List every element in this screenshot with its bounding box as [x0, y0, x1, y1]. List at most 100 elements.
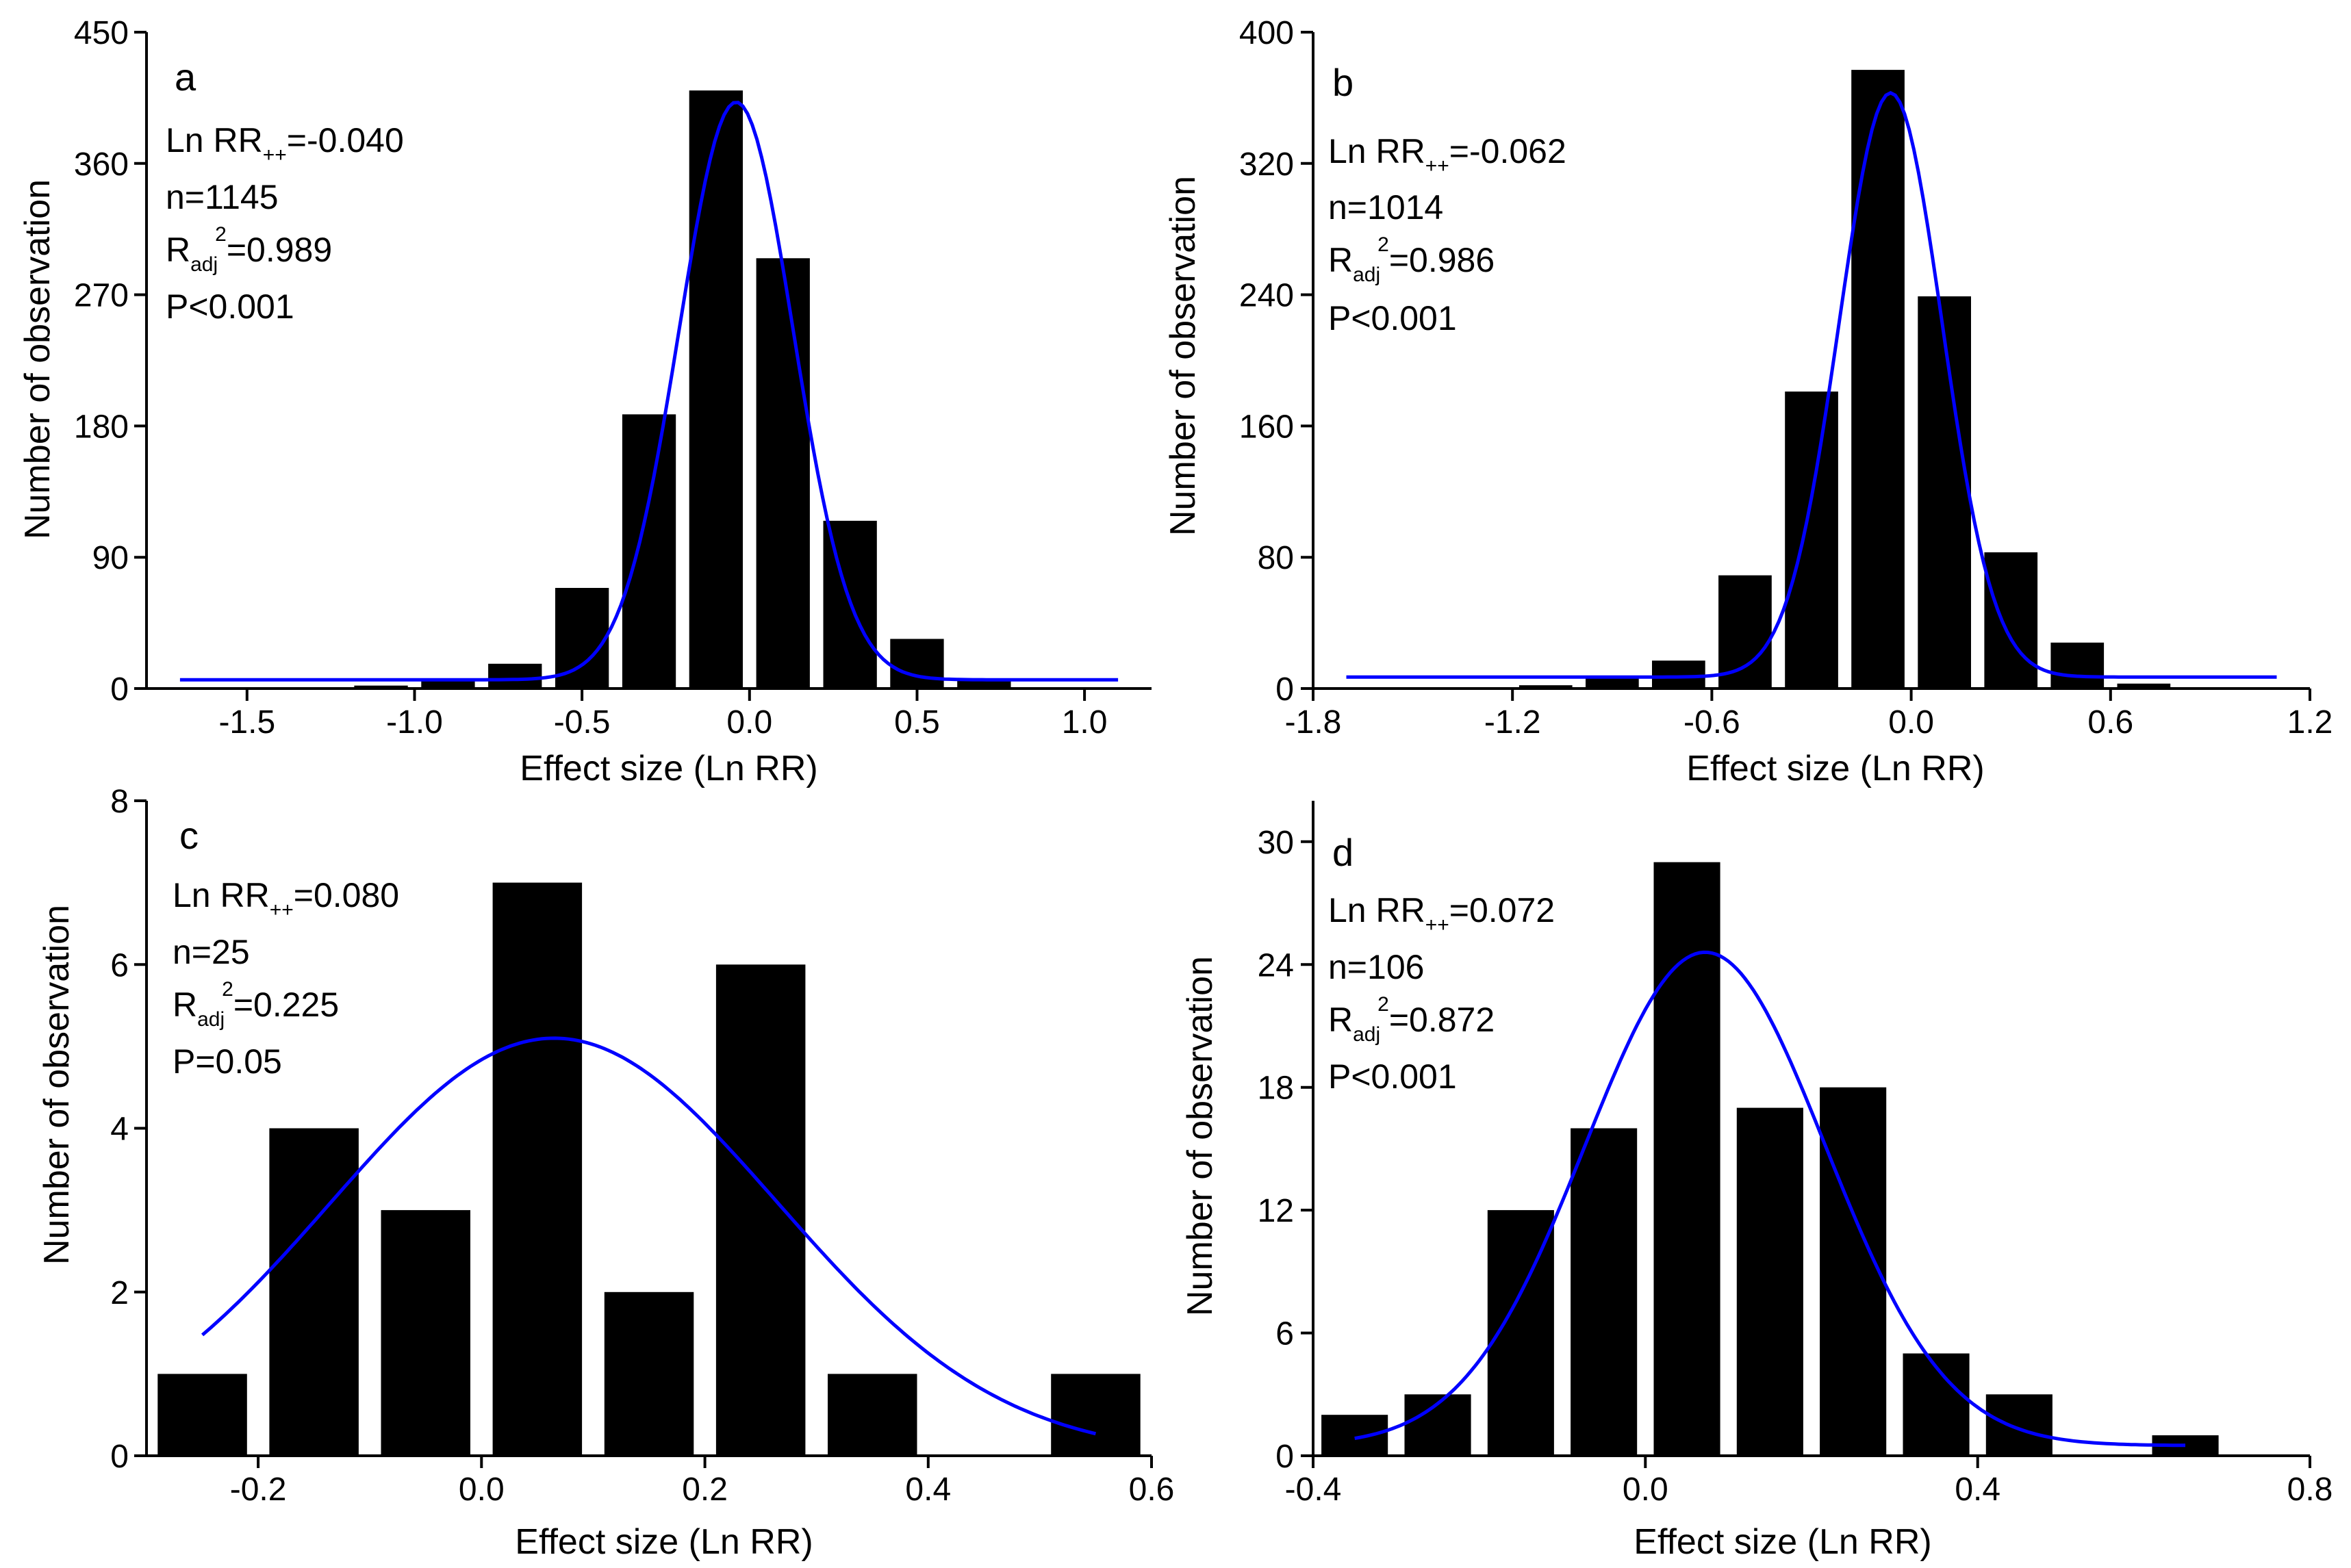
panel-d-bar-7 [1903, 1353, 1970, 1456]
panel-a-stat-r2: Radj2=0.989 [166, 223, 332, 276]
panel-c-xtick-label-2: 0.2 [682, 1471, 728, 1508]
panel-d-ticks: -0.4 0.0 0.4 0.8 0 6 12 18 24 30 [1258, 825, 2333, 1508]
panel-a-bar-9 [957, 680, 1011, 689]
panel-c-ticks: -0.2 0.0 0.2 0.4 0.6 0 2 4 6 8 [110, 784, 1174, 1508]
panel-b-xtick-label-0: -1.8 [1285, 704, 1342, 741]
panel-b-xtick-label-4: 0.6 [2087, 704, 2133, 741]
panel-d-stat-lnrr: Ln RR++=0.072 [1328, 891, 1555, 936]
panel-d-bars [1321, 862, 2219, 1456]
panel-d-xlabel: Effect size (Ln RR) [1634, 1522, 1931, 1562]
panel-a-bar-6 [756, 258, 810, 689]
panel-b-xtick-label-3: 0.0 [1888, 704, 1934, 741]
panel-a-stat-p: P<0.001 [166, 287, 294, 326]
panel-d-ytick-label-3: 18 [1258, 1070, 1294, 1107]
panel-b-ylabel: Number of observation [1163, 176, 1203, 536]
panel-a-ytick-label-1: 90 [92, 540, 129, 576]
panel-d-xtick-label-0: -0.4 [1285, 1471, 1342, 1508]
panel-b-ytick-label-0: 0 [1275, 671, 1294, 708]
panel-b-stat-lnrr: Ln RR++=-0.062 [1328, 132, 1566, 177]
panel-d-stat-r2: Radj2=0.872 [1328, 993, 1495, 1046]
panel-c-stat-n: n=25 [173, 933, 250, 971]
panel-a-xtick-label-2: -0.5 [554, 704, 611, 741]
panel-c-bar-0 [157, 1374, 247, 1456]
panel-a-ylabel: Number of observation [18, 179, 58, 539]
panel-b-xtick-label-2: -0.6 [1683, 704, 1740, 741]
panel-b-bar-2 [1652, 660, 1705, 689]
panel-a-bars [354, 90, 1011, 689]
panel-a-stat-lnrr: Ln RR++=-0.040 [166, 121, 404, 166]
panel-a-xtick-label-4: 0.5 [894, 704, 940, 741]
panel-c-ytick-label-2: 4 [110, 1111, 129, 1148]
panel-c-xtick-label-1: 0.0 [459, 1471, 505, 1508]
panel-a-bar-3 [555, 588, 609, 689]
panel-c-xlabel: Effect size (Ln RR) [515, 1522, 813, 1562]
panel-b-ytick-label-1: 80 [1258, 540, 1294, 576]
panel-d-stat-n: n=106 [1328, 948, 1424, 986]
panel-a-ytick-label-4: 360 [74, 146, 129, 183]
panel-c-ytick-label-4: 8 [110, 784, 129, 820]
panel-a-ytick-label-0: 0 [110, 671, 129, 708]
panel-d-bar-4 [1653, 862, 1720, 1456]
panel-d-xtick-label-3: 0.8 [2287, 1471, 2333, 1508]
panel-a-xtick-label-5: 1.0 [1062, 704, 1108, 741]
panel-a-xlabel: Effect size (Ln RR) [520, 749, 817, 788]
panel-c-ytick-label-1: 2 [110, 1275, 129, 1311]
panel-c-bar-7 [1051, 1374, 1141, 1456]
panel-d-ytick-label-4: 24 [1258, 947, 1294, 984]
panel-c-stat-lnrr: Ln RR++=0.080 [173, 876, 399, 921]
panel-b-xtick-label-5: 1.2 [2287, 704, 2333, 741]
panel-c: -0.2 0.0 0.2 0.4 0.6 0 2 4 6 8 c Ln RR++=0.080 n=… [37, 784, 1174, 1562]
panel-b-bar-6 [1918, 296, 1971, 689]
panel-c-stat-r2: Radj2=0.225 [173, 978, 339, 1031]
panel-d-bar-3 [1571, 1128, 1638, 1456]
panel-b-ytick-label-4: 320 [1239, 146, 1294, 183]
panel-b-bar-5 [1851, 70, 1905, 689]
panel-d-ytick-label-1: 6 [1275, 1316, 1294, 1352]
panel-d-bar-8 [1985, 1394, 2053, 1456]
panel-a-xtick-label-3: 0.0 [726, 704, 772, 741]
panel-d-fit-curve [1354, 950, 2185, 1448]
panel-b-bars [1518, 70, 2171, 689]
panel-c-bars [157, 882, 1141, 1456]
panel-b-bar-3 [1718, 575, 1772, 689]
panel-a-stat-n: n=1145 [166, 178, 279, 216]
panel-b-ticks: -1.8 -1.2 -0.6 0.0 0.6 1.2 0 80 160 240 320 400 [1239, 15, 2333, 741]
panel-c-bar-3 [492, 882, 583, 1456]
panel-a: -1.5 -1.0 -0.5 0.0 0.5 1.0 0 90 180 270 360 450 a L… [18, 15, 1152, 788]
panel-c-bar-5 [715, 964, 806, 1456]
panel-c-bar-1 [269, 1128, 359, 1456]
panel-b-bar-8 [2050, 642, 2105, 689]
panel-b-fit-curve [1346, 90, 2277, 679]
panel-a-ticks: -1.5 -1.0 -0.5 0.0 0.5 1.0 0 90 180 270 360 450 [74, 15, 1108, 741]
panel-d-letter: d [1332, 831, 1354, 874]
panel-b-bar-9 [2117, 683, 2171, 689]
panel-c-xtick-label-3: 0.4 [905, 1471, 951, 1508]
panel-a-fit-curve [179, 101, 1119, 682]
panel-b-ytick-label-2: 160 [1239, 409, 1294, 445]
panel-d-xtick-label-1: 0.0 [1623, 1471, 1668, 1508]
panel-d-ytick-label-0: 0 [1275, 1439, 1294, 1475]
panel-d-bar-5 [1736, 1107, 1803, 1456]
panel-a-bar-8 [890, 639, 944, 689]
panel-d-bar-6 [1820, 1087, 1887, 1456]
panel-a-bar-5 [689, 90, 743, 689]
panel-d-ytick-label-2: 12 [1258, 1193, 1294, 1229]
panel-b-bar-7 [1984, 552, 2038, 689]
panel-b-ytick-label-5: 400 [1239, 15, 1294, 51]
panel-c-xtick-label-0: -0.2 [230, 1471, 287, 1508]
panel-b-xlabel: Effect size (Ln RR) [1686, 749, 1984, 788]
panel-b-ytick-label-3: 240 [1239, 278, 1294, 314]
panel-d-ylabel: Number of observation [1180, 956, 1220, 1316]
panel-b-bar-0 [1518, 685, 1573, 689]
panel-c-ytick-label-3: 6 [110, 947, 129, 984]
panel-d-ytick-label-5: 30 [1258, 825, 1294, 861]
panel-a-ytick-label-3: 270 [74, 278, 129, 314]
panel-b-letter: b [1332, 61, 1354, 104]
panel-b-xtick-label-1: -1.2 [1484, 704, 1541, 741]
panel-b-stat-n: n=1014 [1328, 188, 1443, 227]
panel-d-xtick-label-2: 0.4 [1955, 1471, 2000, 1508]
panel-b-bar-4 [1785, 391, 1838, 689]
panel-c-ylabel: Number of observation [37, 905, 77, 1265]
